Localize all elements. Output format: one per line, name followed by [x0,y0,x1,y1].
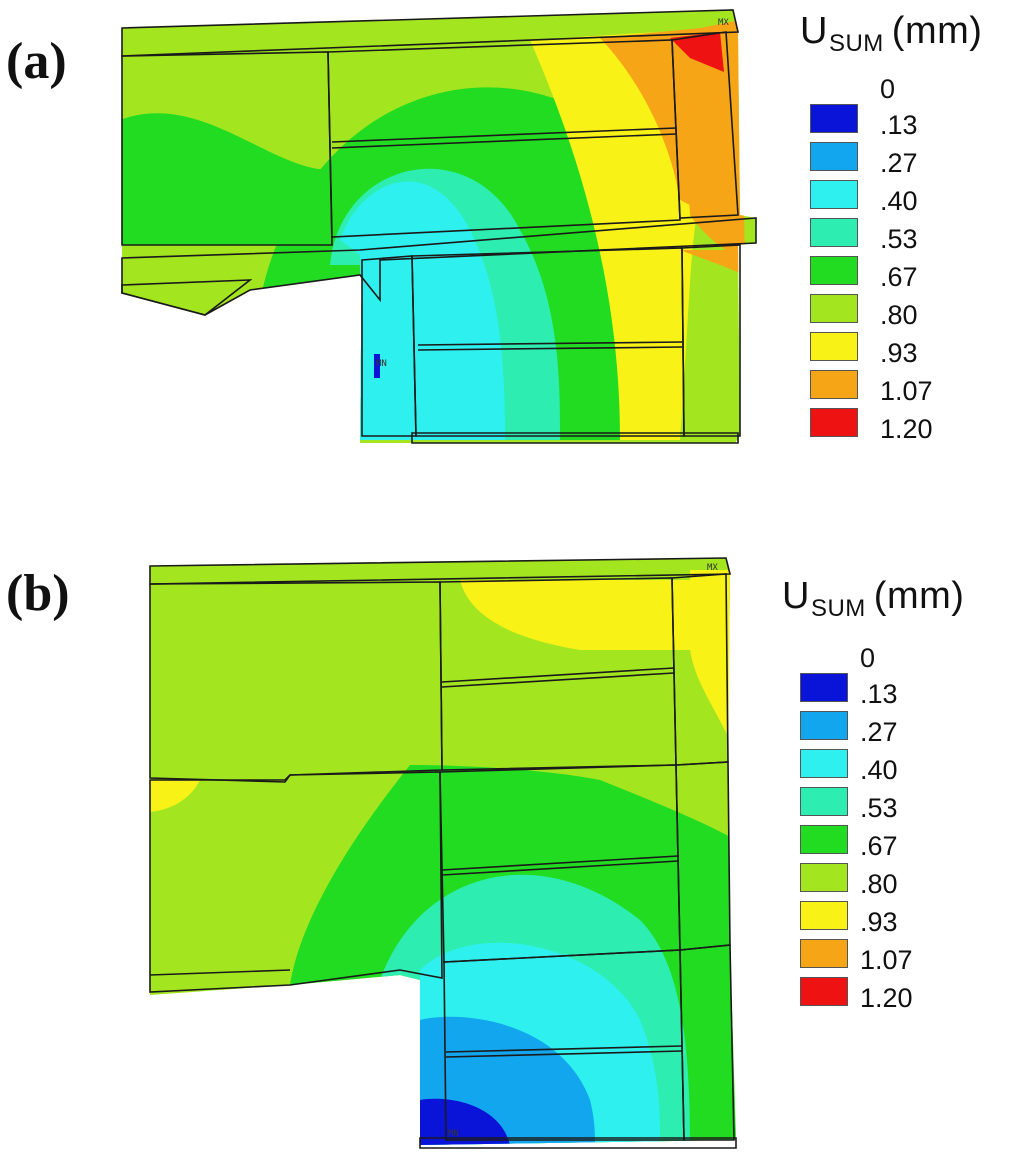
legend-swatch [800,787,848,816]
legend-b: USUM (mm) 0 .13 .27 .40 .53 .67 .80 .93 1… [782,575,964,1013]
legend-title-unit: (mm) [873,575,965,617]
legend-swatch [810,256,858,285]
legend-swatch [810,218,858,247]
legend-title-sub: SUM [828,30,884,57]
contour-min-spot-a [374,354,380,378]
legend-tick-label: .27 [860,717,898,747]
legend-swatch [800,901,848,930]
contour-band-b [420,1098,510,1145]
panel-label-a: (a) [6,33,67,90]
legend-title-sub: SUM [810,595,866,622]
max-marker-b: MX [707,563,718,573]
legend-tick-label: .27 [880,148,918,178]
legend-tick-label: .13 [880,110,918,140]
legend-tick-label: .80 [880,300,918,330]
legend-tick-label: 1.20 [860,983,913,1013]
legend-tick-label: 1.07 [860,945,913,975]
contour-band-a [680,250,745,275]
legend-tick-label: 1.07 [880,376,933,406]
contour-band-a [670,32,724,72]
panel-a: (a) [0,0,1011,470]
legend-a: USUM (mm) 0 .13 .27 .40 .53 .67 .80 .93 1… [800,10,982,444]
legend-title-b: USUM (mm) [782,575,964,623]
legend-swatch [800,749,848,778]
legend-tick-label: .40 [880,186,918,216]
legend-tick-label: .67 [860,831,898,861]
legend-tick-label: .53 [880,224,918,254]
legend-title-a: USUM (mm) [800,10,982,58]
legend-title-main: U [800,10,828,52]
contour-band-a [600,28,700,210]
legend-swatch [810,332,858,361]
legend-tick-label: .93 [860,907,898,937]
legend-title-main: U [782,575,810,617]
legend-swatch [810,180,858,209]
legend-title-unit: (mm) [891,10,983,52]
fe-contour-plot-a: MX MN [121,9,757,444]
contour-band-a [360,330,380,420]
legend-swatch [800,863,848,892]
panel-label-b: (b) [6,565,70,622]
legend-tick-label: .67 [880,262,918,292]
legend-tick-label: .13 [860,679,898,709]
min-marker-a: MN [376,359,387,369]
legend-swatch [810,142,858,171]
contour-band-b [150,780,200,812]
legend-swatch [800,977,848,1006]
component-outlines-a [121,9,757,444]
contour-band-b [460,580,690,650]
legend-tick-label: .53 [860,793,898,823]
min-marker-b: MN [448,1129,459,1139]
legend-swatch [800,825,848,854]
legend-tick-label: .93 [880,338,918,368]
legend-swatch [810,408,858,437]
legend-tick-label: 0 [860,643,876,673]
legend-swatch [810,104,858,133]
contour-band-a [340,181,505,440]
legend-swatch [800,939,848,968]
legend-tick-label: 1.20 [880,414,933,444]
component-outlines-b [149,557,737,1149]
legend-swatch [810,294,858,323]
legend-tick-label: .80 [860,869,898,899]
legend-swatch [810,370,858,399]
panel-b: (b) [0,540,1011,1153]
legend-tick-label: .40 [860,755,898,785]
legend-swatch [800,673,848,702]
max-marker-a: MX [718,18,729,28]
fe-contour-plot-b: MX MN [149,557,737,1149]
contour-band-a [122,113,330,245]
contour-band-b [690,570,730,740]
legend-tick-label: 0 [880,74,896,104]
legend-swatch [800,711,848,740]
